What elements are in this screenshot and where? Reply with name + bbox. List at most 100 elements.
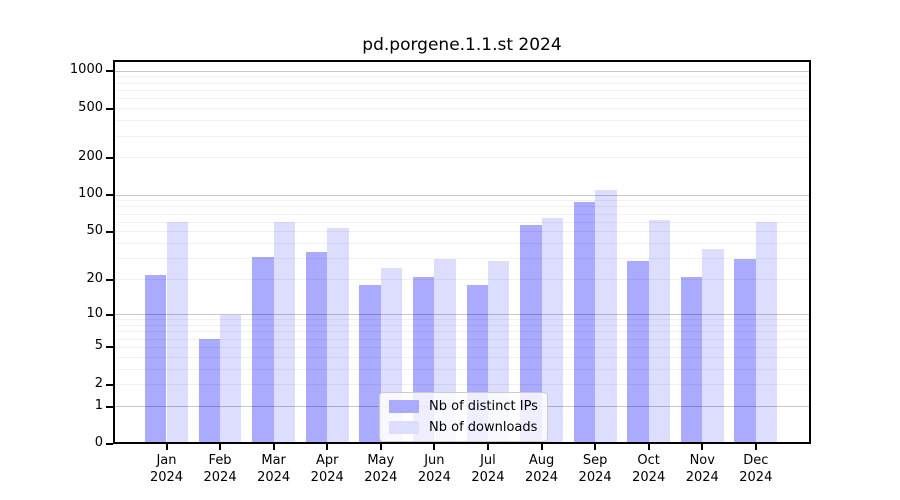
x-tick-year: 2024 — [524, 470, 559, 485]
bar-distinct-ips-may — [359, 285, 381, 444]
y-tick-0 — [106, 443, 113, 445]
x-tick-label-jul: Jul 2024 — [448, 452, 528, 486]
gridline-40 — [113, 243, 811, 245]
x-tick-nov — [701, 444, 704, 450]
x-tick-month: Apr — [315, 453, 339, 468]
y-tick-label-2: 2 — [94, 375, 103, 391]
gridline-900 — [113, 76, 811, 78]
bar-distinct-ips-jan — [145, 274, 167, 444]
x-tick-label-aug: Aug 2024 — [502, 452, 582, 486]
x-tick-apr — [326, 444, 329, 450]
bar-distinct-ips-dec — [734, 258, 756, 444]
bar-downloads-mar — [273, 222, 296, 444]
y-tick-1000 — [106, 70, 113, 73]
x-tick-year: 2024 — [149, 470, 184, 485]
bar-distinct-ips-feb — [198, 339, 221, 444]
x-tick-month: Nov — [689, 453, 715, 468]
legend-item-downloads: Nb of downloads — [389, 419, 538, 436]
x-tick-may — [379, 444, 382, 450]
y-tick-label-20: 20 — [86, 270, 103, 286]
y-tick-label-100: 100 — [78, 186, 103, 202]
bar-downloads-jan — [166, 222, 188, 444]
x-tick-year: 2024 — [203, 470, 237, 485]
x-tick-year: 2024 — [632, 470, 666, 485]
y-tick-label-200: 200 — [78, 148, 103, 164]
x-tick-feb — [219, 444, 222, 450]
y-tick-label-500: 500 — [78, 99, 103, 115]
gridline-5 — [113, 346, 811, 348]
x-tick-mar — [272, 444, 275, 450]
x-tick-label-jun: Jun 2024 — [394, 452, 474, 486]
gridline-9 — [113, 319, 811, 321]
legend-item-distinct-ips: Nb of distinct IPs — [389, 398, 538, 415]
x-tick-dec — [754, 444, 757, 450]
gridline-100 — [113, 194, 811, 196]
x-tick-month: Dec — [743, 453, 769, 468]
gridline-70 — [113, 213, 811, 215]
bar-downloads-feb — [220, 314, 242, 444]
gridline-700 — [113, 90, 811, 91]
legend-swatch-distinct-ips — [389, 400, 419, 413]
bar-downloads-dec — [755, 222, 778, 444]
gridline-500 — [113, 108, 811, 110]
y-tick-200 — [106, 156, 113, 159]
x-tick-month: Feb — [208, 453, 232, 468]
gridline-4 — [113, 356, 811, 358]
x-tick-jul — [486, 444, 489, 450]
y-tick-500 — [106, 107, 113, 110]
x-tick-label-may: May 2024 — [341, 452, 421, 486]
gridline-300 — [113, 135, 811, 137]
bar-distinct-ips-nov — [680, 277, 703, 444]
y-tick-2 — [106, 383, 113, 386]
x-tick-label-nov: Nov 2024 — [662, 452, 742, 486]
x-tick-jan — [165, 444, 168, 450]
x-tick-month: Mar — [261, 453, 286, 468]
gridline-2 — [113, 384, 811, 386]
gridline-30 — [113, 258, 811, 260]
gridline-7 — [113, 331, 811, 333]
x-tick-month: Jan — [156, 453, 177, 468]
x-tick-label-sep: Sep 2024 — [555, 452, 635, 486]
legend: Nb of distinct IPs Nb of downloads — [379, 392, 548, 442]
legend-label-distinct-ips: Nb of distinct IPs — [429, 399, 538, 414]
y-tick-10 — [106, 313, 113, 316]
gridline-6 — [113, 338, 811, 340]
y-tick-1 — [106, 405, 113, 408]
plot-area — [113, 60, 811, 444]
bar-distinct-ips-sep — [573, 201, 596, 444]
gridline-60 — [113, 221, 811, 223]
x-tick-label-dec: Dec 2024 — [716, 452, 796, 486]
gridline-90 — [113, 200, 811, 202]
bar-downloads-aug — [541, 217, 563, 444]
bar-distinct-ips-mar — [252, 257, 274, 444]
x-tick-sep — [594, 444, 597, 450]
x-tick-year: 2024 — [685, 470, 719, 485]
gridline-10 — [113, 314, 811, 316]
x-tick-year: 2024 — [578, 470, 612, 485]
gridline-20 — [113, 279, 811, 281]
x-tick-year: 2024 — [739, 470, 773, 485]
bar-downloads-nov — [702, 249, 724, 444]
x-tick-label-apr: Apr 2024 — [287, 452, 367, 486]
gridline-1000 — [113, 70, 811, 72]
x-tick-oct — [647, 444, 650, 450]
y-tick-50 — [106, 230, 113, 233]
gridline-80 — [113, 206, 811, 208]
bar-distinct-ips-aug — [520, 224, 542, 444]
x-tick-label-jan: Jan 2024 — [127, 452, 207, 486]
bar-downloads-sep — [595, 189, 617, 444]
x-tick-month: Aug — [528, 453, 555, 468]
x-tick-month: Jul — [480, 453, 496, 468]
y-tick-label-10: 10 — [86, 305, 103, 321]
gridline-400 — [113, 120, 811, 122]
bar-downloads-apr — [327, 227, 349, 444]
y-tick-label-5: 5 — [94, 338, 103, 354]
x-tick-jun — [433, 444, 436, 450]
bar-distinct-ips-apr — [305, 252, 328, 444]
x-tick-year: 2024 — [364, 470, 398, 485]
x-tick-year: 2024 — [471, 470, 505, 485]
gridline-3 — [113, 368, 811, 370]
bar-distinct-ips-oct — [627, 260, 649, 444]
x-tick-label-feb: Feb 2024 — [180, 452, 260, 486]
